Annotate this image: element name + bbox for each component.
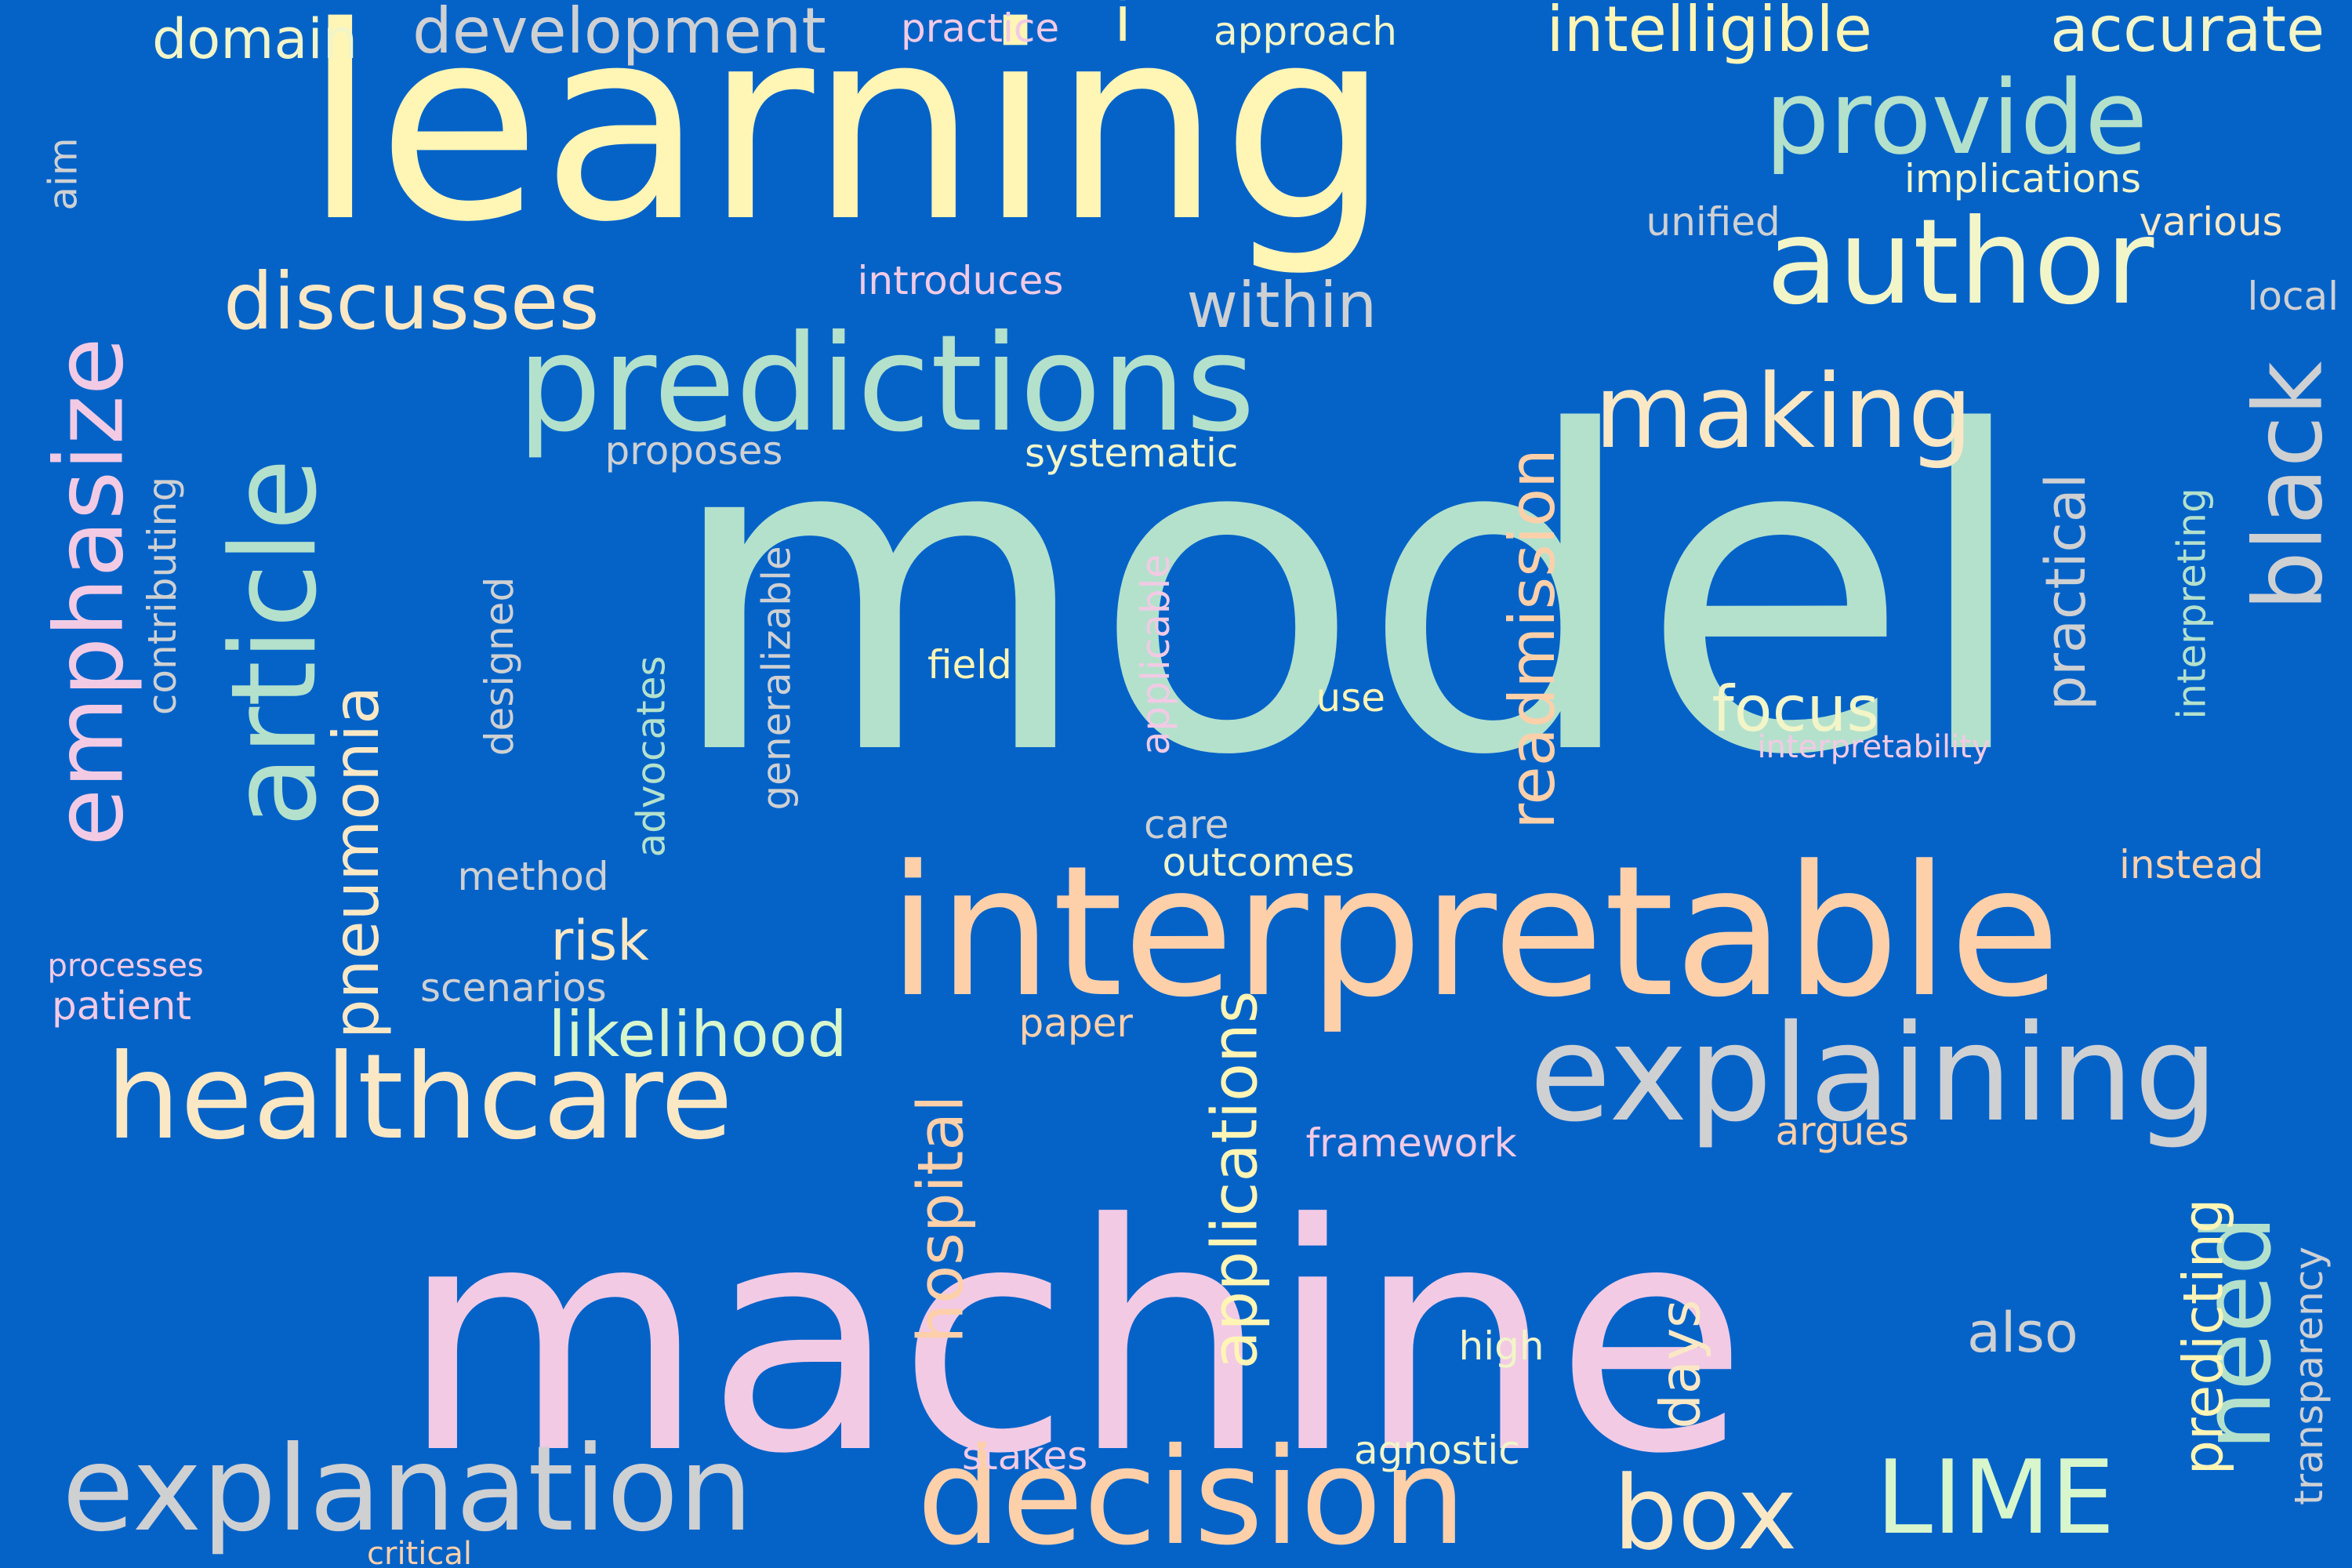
cloud-word-local: local	[2247, 274, 2339, 319]
cloud-word-high: high	[1458, 1323, 1544, 1369]
cloud-word-contributing: contributing	[140, 476, 186, 716]
cloud-word-days: days	[1648, 1299, 1713, 1429]
cloud-word-emphasize: emphasize	[35, 337, 145, 847]
cloud-word-interpretable: interpretable	[887, 828, 2060, 1037]
cloud-word-machine: machine	[400, 1158, 1748, 1523]
cloud-word-practical: practical	[2034, 473, 2099, 711]
cloud-word-generalizable: generalizable	[753, 546, 800, 811]
cloud-word-proposes: proposes	[604, 428, 783, 474]
cloud-word-also: also	[1967, 1301, 2078, 1365]
cloud-word-readmission: readmission	[1495, 448, 1569, 829]
cloud-word-processes: processes	[47, 948, 204, 984]
cloud-word-scenarios: scenarios	[420, 965, 607, 1011]
cloud-word-article: article	[205, 458, 343, 828]
cloud-word-aim: aim	[40, 137, 86, 211]
cloud-word-within: within	[1186, 269, 1377, 342]
cloud-word-critical: critical	[367, 1536, 472, 1568]
cloud-word-healthcare: healthcare	[106, 1029, 733, 1166]
cloud-word-explaining: explaining	[1529, 996, 2219, 1152]
cloud-word-advocates: advocates	[628, 655, 674, 858]
cloud-word-applications: applications	[1197, 990, 1271, 1370]
cloud-word-predictions: predictions	[517, 307, 1255, 462]
cloud-word-decision: decision	[916, 1420, 1467, 1568]
cloud-word-instead: instead	[2119, 842, 2264, 887]
cloud-word-stakes: stakes	[962, 1433, 1088, 1479]
cloud-word-agnostic: agnostic	[1354, 1428, 1520, 1473]
cloud-word-risk: risk	[550, 909, 649, 973]
cloud-word-transparency: transparency	[2285, 1247, 2332, 1505]
cloud-word-development: development	[412, 0, 826, 67]
cloud-word-accurate: accurate	[2050, 0, 2325, 66]
cloud-word-i: i	[1114, 0, 1132, 56]
cloud-word-domain: domain	[152, 7, 358, 71]
cloud-word-focus: focus	[1711, 673, 1879, 746]
cloud-word-approach: approach	[1214, 9, 1397, 54]
cloud-word-provide: provide	[1765, 58, 2148, 177]
cloud-word-likelihood: likelihood	[548, 998, 848, 1071]
cloud-word-lime: LIME	[1875, 1438, 2115, 1557]
cloud-word-various: various	[2139, 199, 2283, 245]
cloud-word-unified: unified	[1646, 199, 1780, 245]
cloud-word-argues: argues	[1775, 1109, 1910, 1154]
cloud-word-intelligible: intelligible	[1546, 0, 1872, 66]
cloud-word-hospital: hospital	[903, 1094, 977, 1344]
cloud-word-pneumonia: pneumonia	[320, 685, 394, 1040]
cloud-word-interpretability: interpretability	[1757, 729, 1991, 765]
cloud-word-applicable: applicable	[1133, 554, 1179, 756]
cloud-word-making: making	[1594, 352, 1973, 471]
cloud-word-field: field	[927, 642, 1012, 688]
cloud-word-model: model	[665, 340, 2032, 851]
cloud-word-designed: designed	[477, 576, 523, 757]
cloud-word-systematic: systematic	[1025, 430, 1239, 476]
cloud-word-box: box	[1613, 1454, 1798, 1568]
cloud-word-predicting: predicting	[2170, 1198, 2235, 1475]
cloud-word-framework: framework	[1305, 1120, 1517, 1166]
cloud-word-learning: learning	[303, 0, 1391, 281]
cloud-word-interpreting: interpreting	[2169, 488, 2215, 720]
cloud-word-method: method	[457, 854, 609, 899]
cloud-word-discusses: discusses	[223, 256, 600, 347]
cloud-word-care: care	[1144, 802, 1229, 848]
cloud-word-use: use	[1316, 675, 1386, 720]
cloud-word-author: author	[1766, 194, 2154, 331]
cloud-word-practice: practice	[901, 5, 1060, 51]
cloud-word-black: black	[2234, 361, 2343, 612]
cloud-word-patient: patient	[52, 983, 191, 1029]
cloud-word-implications: implications	[1904, 156, 2142, 201]
cloud-word-paper: paper	[1018, 1000, 1133, 1046]
cloud-word-introduces: introduces	[857, 258, 1064, 303]
cloud-word-explanation: explanation	[62, 1421, 753, 1558]
cloud-word-outcomes: outcomes	[1162, 840, 1355, 885]
